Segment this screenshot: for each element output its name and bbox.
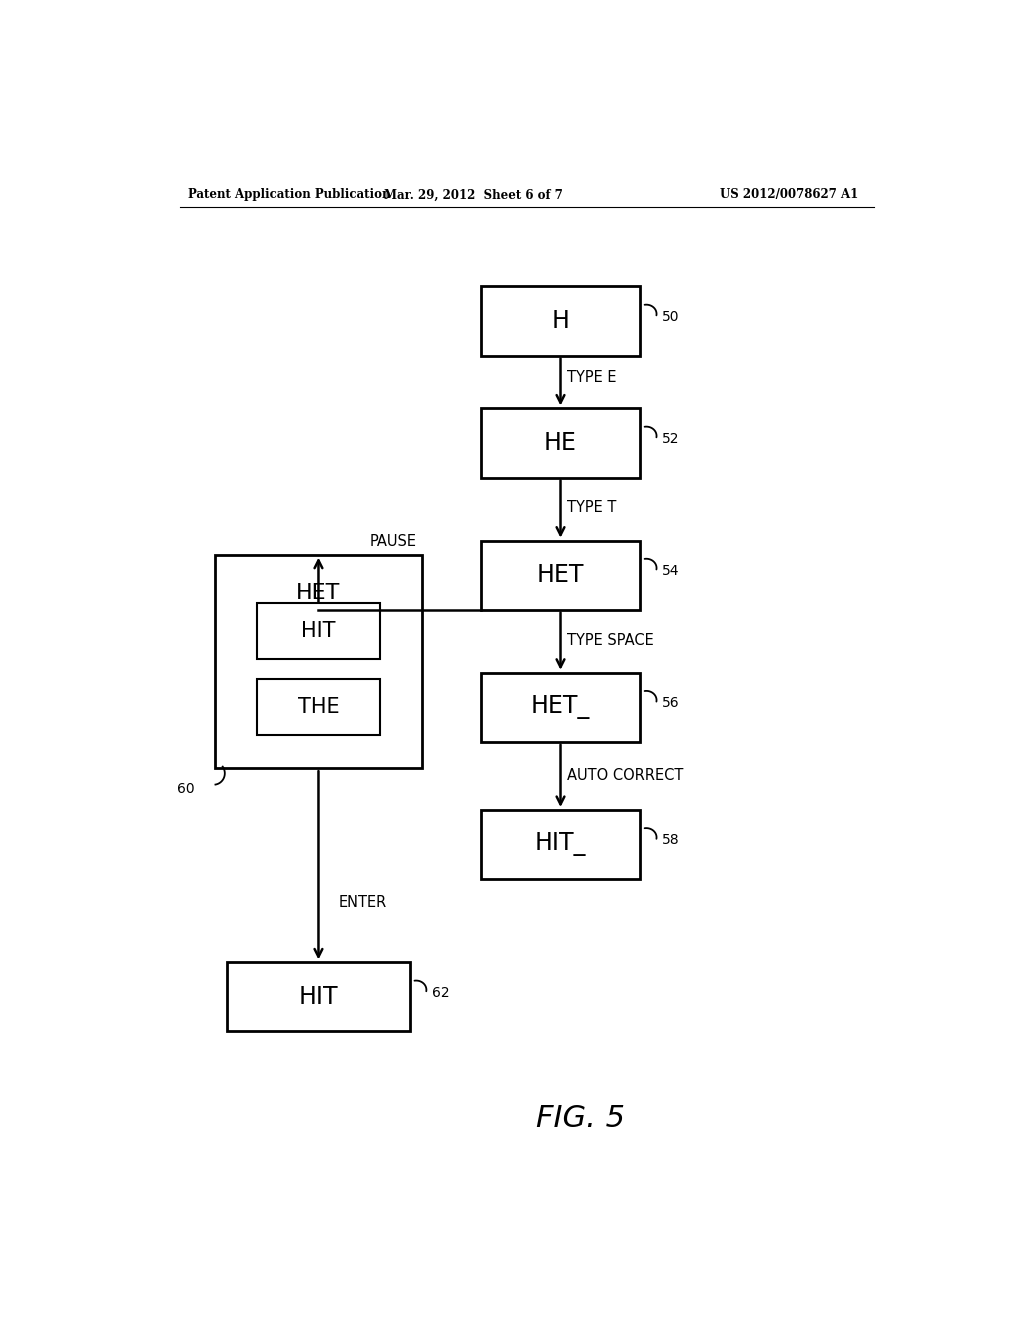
Text: HIT_: HIT_ (535, 833, 586, 857)
Text: Mar. 29, 2012  Sheet 6 of 7: Mar. 29, 2012 Sheet 6 of 7 (384, 189, 562, 202)
Bar (481, 541, 640, 610)
Bar (481, 286, 640, 355)
Text: US 2012/0078627 A1: US 2012/0078627 A1 (720, 189, 858, 202)
Text: ENTER: ENTER (338, 895, 386, 909)
Text: 50: 50 (663, 310, 680, 323)
Text: FIG. 5: FIG. 5 (536, 1105, 625, 1134)
Bar (481, 408, 640, 478)
Text: TYPE SPACE: TYPE SPACE (567, 632, 653, 648)
Text: 54: 54 (663, 564, 680, 578)
Text: TYPE E: TYPE E (567, 371, 616, 385)
Text: HIT: HIT (299, 985, 338, 1008)
Text: TYPE T: TYPE T (567, 499, 616, 515)
Text: HE: HE (544, 432, 577, 455)
Text: 56: 56 (663, 696, 680, 710)
Bar (215, 554, 422, 768)
Text: THE: THE (298, 697, 339, 717)
Bar (481, 810, 640, 879)
Text: AUTO CORRECT: AUTO CORRECT (567, 768, 683, 783)
Text: HIT: HIT (301, 620, 336, 642)
Bar (257, 603, 380, 659)
Bar (227, 962, 410, 1031)
Text: 52: 52 (663, 432, 680, 446)
Text: HET_: HET_ (530, 696, 590, 719)
Bar (257, 680, 380, 735)
Text: 58: 58 (663, 833, 680, 847)
Bar (481, 673, 640, 742)
Text: PAUSE: PAUSE (370, 535, 417, 549)
Text: HET: HET (537, 564, 585, 587)
Text: Patent Application Publication: Patent Application Publication (187, 189, 390, 202)
Text: H: H (552, 309, 569, 333)
Text: HET: HET (296, 583, 341, 603)
Text: 60: 60 (177, 781, 195, 796)
Text: 62: 62 (432, 986, 450, 999)
